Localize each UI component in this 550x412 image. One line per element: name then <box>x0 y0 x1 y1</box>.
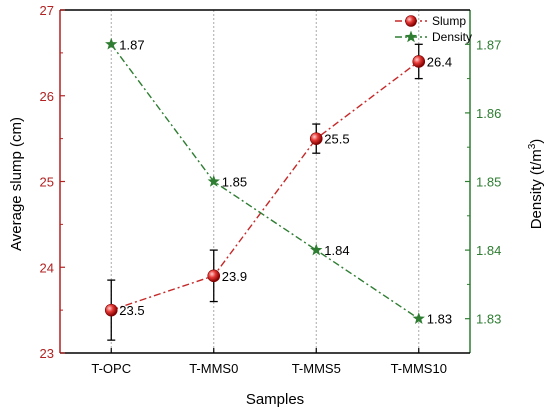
data-labels: 23.5 23.9 25.5 26.4 1.87 1.85 1.84 1.83 <box>119 37 452 326</box>
x-tick-label: T-MMS0 <box>189 361 238 376</box>
grid-lines <box>110 10 420 353</box>
slump-marker <box>309 132 323 145</box>
series-line-slump <box>111 60 420 311</box>
data-label-density: 1.84 <box>324 243 349 258</box>
x-tick-label: T-OPC <box>91 361 131 376</box>
axes: 23 24 25 26 27 1.83 1.84 1.85 1.86 1.87 T-OPC T-MMS… <box>40 3 502 376</box>
data-label-slump: 23.5 <box>119 303 144 318</box>
series-lines <box>110 43 420 320</box>
series-line-density <box>110 43 420 320</box>
density-marker <box>412 312 425 324</box>
left-tick-label: 24 <box>40 260 54 275</box>
density-marker <box>310 243 323 256</box>
right-tick-label: 1.85 <box>476 175 501 190</box>
data-label-slump: 23.9 <box>222 269 247 284</box>
left-axis-title: Average slump (cm) <box>8 117 25 251</box>
data-label-density: 1.87 <box>119 37 144 52</box>
left-tick-label: 26 <box>40 89 54 104</box>
right-axis-title-tail: ) <box>528 139 545 144</box>
right-tick-label: 1.84 <box>476 243 501 258</box>
slump-marker <box>104 303 118 317</box>
left-tick-label: 25 <box>40 175 54 190</box>
data-label-slump: 26.4 <box>427 54 452 69</box>
data-label-density: 1.83 <box>427 312 452 327</box>
data-label-density: 1.85 <box>222 175 247 190</box>
slump-marker <box>412 55 426 68</box>
legend-label-slump: Slump <box>432 14 466 28</box>
x-tick-label: T-MMS10 <box>391 361 447 376</box>
density-marker <box>207 175 220 187</box>
legend-marker-density <box>404 30 418 43</box>
legend-label-density: Density <box>432 30 472 44</box>
legend-marker-slump <box>405 15 417 27</box>
right-axis-title-sup: 3 <box>527 143 538 149</box>
right-tick-label: 1.86 <box>476 106 501 121</box>
data-label-slump: 25.5 <box>324 132 349 147</box>
left-tick-label: 23 <box>40 346 54 361</box>
x-tick-label: T-MMS5 <box>292 361 341 376</box>
legend: Slump Density <box>395 14 472 44</box>
x-axis-title: Samples <box>246 391 304 408</box>
right-tick-label: 1.87 <box>476 37 501 52</box>
right-axis-title: Density (t/m3) <box>527 139 545 230</box>
right-axis-title-main: Density (t/m <box>528 149 545 229</box>
right-tick-label: 1.83 <box>476 312 501 327</box>
data-markers <box>104 37 426 324</box>
left-tick-label: 27 <box>40 3 54 18</box>
slump-marker <box>207 269 221 283</box>
density-marker <box>105 37 118 50</box>
